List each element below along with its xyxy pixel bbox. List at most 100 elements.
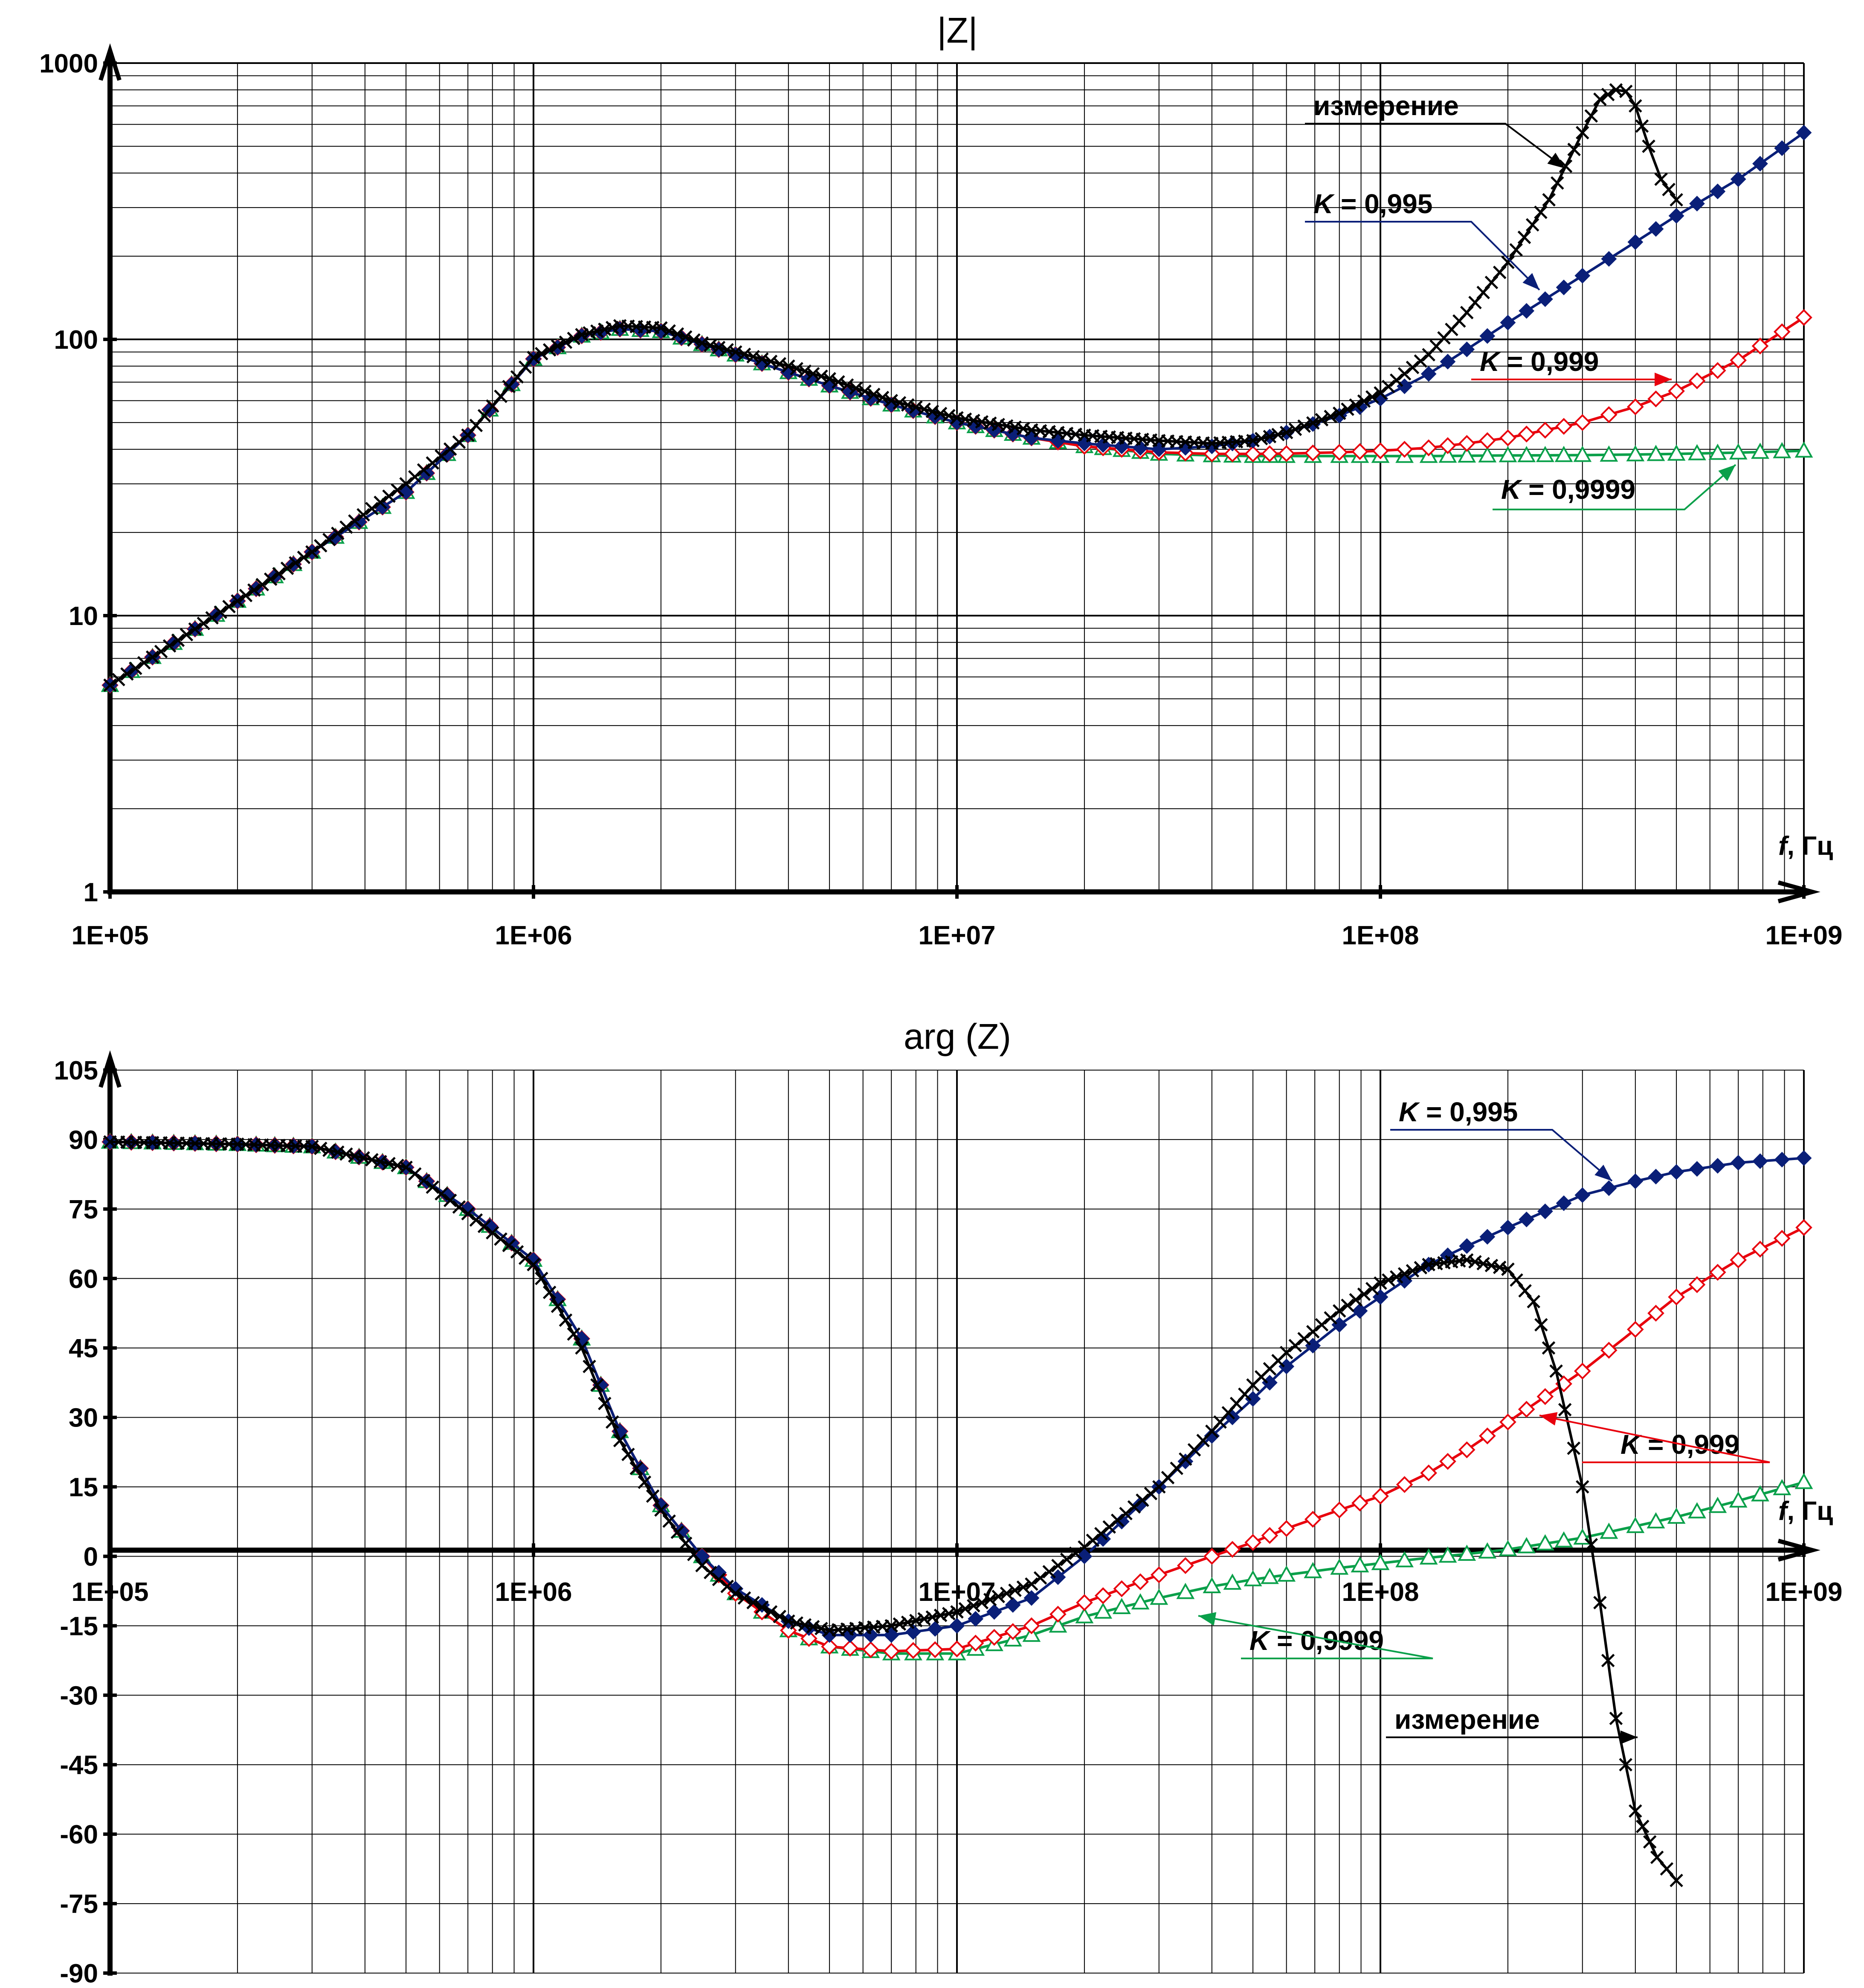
series-label-rest: = 0,9999 [1521,474,1635,505]
data-point [583,1360,596,1373]
data-point [1710,183,1726,200]
leader-arrowhead [1539,1412,1558,1426]
data-point [975,1596,989,1609]
data-point [1060,1552,1074,1566]
data-point [790,362,803,376]
y-tick-label: -60 [60,1820,98,1849]
data-point [1094,1602,1113,1619]
data-point [1004,1623,1021,1640]
data-point [746,1596,760,1609]
y-tick-label: -75 [60,1890,98,1919]
data-point [1499,1540,1517,1557]
data-point [1244,445,1261,463]
data-point [1554,446,1573,462]
data-point [502,1239,516,1253]
data-point [1365,390,1379,404]
data-point [575,1341,588,1355]
data-point [1458,1441,1476,1458]
data-point [1650,1850,1664,1864]
data-point [1203,1577,1221,1594]
data-point [1351,1494,1368,1512]
data-point [1110,1513,1125,1527]
data-point [1519,303,1535,319]
series-annotation: K = 0,9999 [1198,1612,1433,1659]
data-point [1567,142,1581,156]
data-point [909,400,923,414]
data-point [1708,443,1727,460]
data-point [559,1313,573,1327]
data-point [482,1218,498,1234]
data-point [613,1434,627,1447]
data-point [339,520,353,534]
data-point [1593,1596,1607,1609]
data-point [1397,367,1412,381]
x-tick-label: 1E+05 [71,1577,148,1607]
series-label: K = 0,999 [1480,346,1599,377]
data-point [1331,444,1348,461]
data-point [1438,1546,1457,1563]
data-point [527,350,540,365]
data-point [1000,1586,1014,1600]
data-point [1304,1511,1322,1528]
data-point [678,1537,693,1550]
data-point [510,370,524,384]
data-point [646,1489,660,1503]
data-point [662,1514,676,1528]
x-tick-label: 1E+06 [495,1577,572,1607]
series-label-italic: K [1501,474,1523,505]
data-point [1499,446,1517,463]
data-point [1668,382,1685,400]
data-point [1536,1388,1554,1405]
series-label: K = 0,995 [1313,188,1432,219]
data-point [1774,1152,1790,1168]
data-point [1263,430,1277,443]
data-point [1078,1540,1091,1554]
data-point [1518,425,1535,443]
data-point [1278,445,1295,462]
data-point [1542,193,1556,207]
data-point [720,343,734,357]
data-point [1460,1253,1474,1267]
data-point [519,360,532,374]
series-label-italic: K [1313,188,1335,219]
data-point [1542,1341,1556,1355]
data-point [1629,1804,1642,1818]
data-point [1075,1607,1094,1623]
data-point [1244,1534,1261,1551]
data-point [1500,1219,1516,1236]
data-point [1509,243,1523,257]
series-label-italic: K [1399,1097,1420,1127]
data-point [883,1643,900,1660]
data-point [188,622,202,636]
data-point [983,1593,997,1606]
data-point [1306,1325,1320,1339]
data-point [1351,1556,1369,1573]
data-point [443,1193,457,1207]
data-point [1752,156,1768,172]
data-point [1069,1546,1083,1560]
data-point [247,583,261,597]
data-point [1246,434,1260,448]
data-point [1439,437,1456,454]
y-tick-label: -15 [60,1612,98,1641]
data-point [1042,1565,1056,1579]
data-point [1288,422,1302,436]
data-point [1567,1441,1580,1455]
data-point [1773,1230,1791,1247]
data-point [1414,354,1428,368]
data-point [806,1620,820,1634]
y-tick-label: 75 [69,1195,98,1224]
data-point [1459,341,1475,357]
data-point [867,388,881,401]
data-point [1460,306,1474,319]
data-point [1479,1229,1496,1245]
data-point [1112,1597,1131,1614]
x-tick-label: 1E+07 [918,921,995,950]
data-point [1773,323,1791,340]
data-point [1119,1507,1133,1521]
data-point [1333,406,1346,420]
data-point [1574,1363,1591,1380]
data-point [1254,432,1268,446]
data-point [1584,109,1598,123]
series-annotation: K = 0,9999 [1493,464,1736,510]
